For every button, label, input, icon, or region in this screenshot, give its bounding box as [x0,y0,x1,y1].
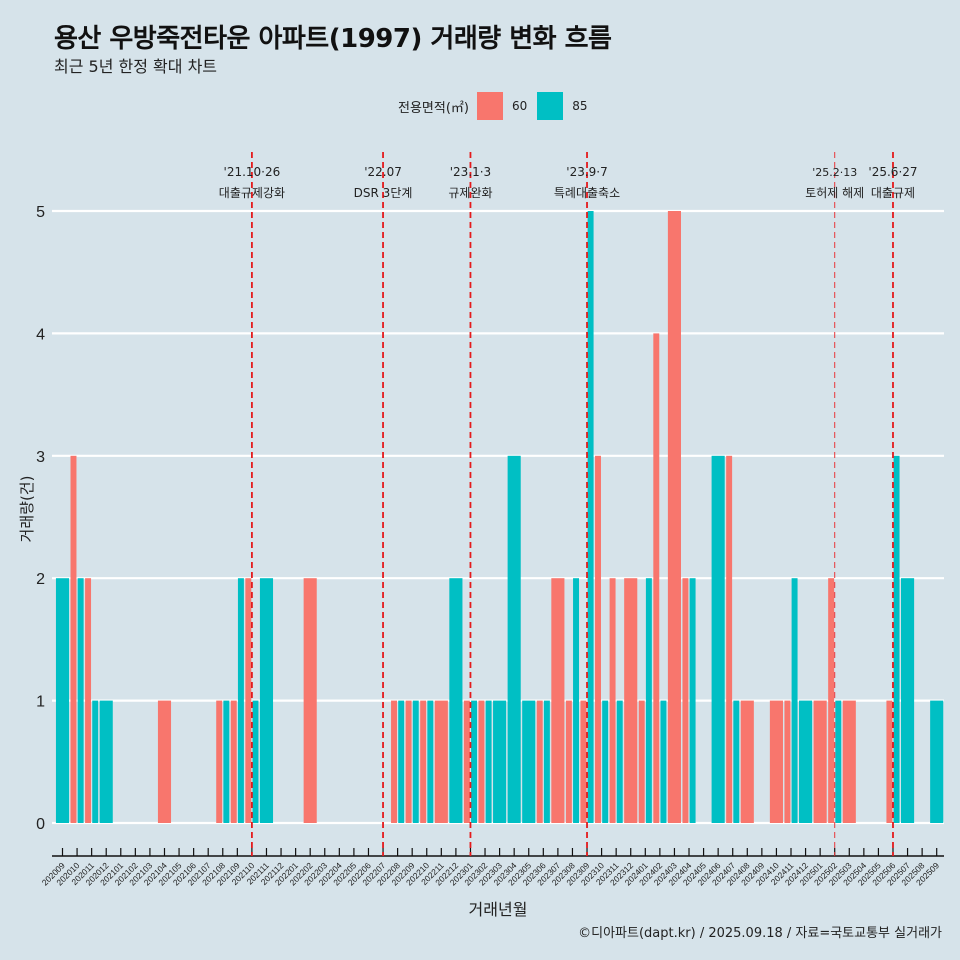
bar-85 [645,578,652,823]
bar-60 [595,455,601,823]
bar-85 [930,700,944,823]
bar-60 [682,578,689,823]
bar-60 [536,700,543,823]
event-label: DSR 3단계 [354,186,413,200]
event-label: 특례대출축소 [554,186,620,200]
event-date: '22.07 [364,165,402,179]
bar-60 [303,578,317,823]
bar-85 [237,578,244,823]
event-date: '23.9·7 [566,165,607,179]
bar-60 [391,700,398,823]
legend-title: 전용면적(㎡) [398,100,469,116]
bar-60 [157,700,172,823]
bar-85 [602,700,609,823]
legend-swatch-60 [476,92,503,120]
bar-85 [835,700,842,823]
bar-60 [653,333,660,823]
bar-85 [799,700,813,823]
bar-85 [543,700,550,823]
bar-60 [245,578,252,823]
event-date: '23.1·3 [450,165,491,179]
event-label: 토허제 해제 [805,186,864,200]
bar-60 [580,700,587,823]
bar-60 [624,578,638,823]
bar-85 [616,700,623,823]
bar-85 [223,700,230,823]
bar-85 [791,578,798,823]
bar-60 [784,700,791,823]
bar-60 [216,700,223,823]
bar-85 [77,578,84,823]
event-label: 규제완화 [448,186,492,200]
bar-85 [55,578,70,823]
bar-60 [726,455,733,823]
event-label: 대출규제강화 [219,186,285,200]
y-tick-label: 5 [36,204,45,221]
event-date: '21.10·26 [224,165,281,179]
bar-60 [85,578,92,823]
bar-85 [689,578,696,823]
bar-60 [565,700,572,823]
legend: 전용면적(㎡) 60 85 [398,92,598,120]
legend-swatch-85 [537,92,564,120]
y-tick-label: 1 [36,694,45,711]
y-axis-title: 거래량(건) [18,476,36,543]
bar-85 [252,700,259,823]
bar-60 [842,700,856,823]
bar-60 [769,700,783,823]
bar-85 [485,700,492,823]
event-label: 대출규제 [871,186,915,200]
bar-85 [522,700,536,823]
bar-60 [886,700,893,823]
y-tick-label: 3 [36,449,45,466]
event-date: '25.6·27 [868,165,917,179]
source-credit: ©디아파트(dapt.kr) / 2025.09.18 / 자료=국토교통부 실… [578,926,942,941]
bar-85 [711,455,725,823]
bar-85 [449,578,463,823]
y-tick-label: 4 [36,326,45,343]
legend-label-60: 60 [511,99,528,113]
bar-60 [405,700,412,823]
bar-85 [733,700,740,823]
bar-60 [463,700,470,823]
bar-85 [259,578,274,823]
bar-85 [427,700,434,823]
bar-85 [398,700,405,823]
bar-60 [70,455,77,823]
bar-60 [740,700,754,823]
legend-label-85: 85 [572,99,588,113]
bar-60 [478,700,485,823]
bar-60 [609,578,616,823]
bar-85 [99,700,113,823]
bar-85 [92,700,99,823]
bar-85 [573,578,580,823]
bar-85 [507,455,521,823]
bar-60 [667,211,681,823]
event-date: '25.2·13 [812,166,857,179]
bar-60 [828,578,835,823]
bar-85 [412,700,419,823]
bar-85 [901,578,915,823]
chart-subtitle: 최근 5년 한정 확대 차트 [54,57,218,76]
y-tick-label: 2 [36,571,45,588]
bar-60 [638,700,645,823]
bar-60 [230,700,237,823]
chart-title: 용산 우방죽전타운 아파트(1997) 거래량 변화 흐름 [54,24,612,54]
x-axis-title: 거래년월 [469,900,528,919]
bar-60 [434,700,448,823]
bar-60 [420,700,427,823]
bar-85 [660,700,667,823]
bar-85 [471,700,478,823]
bar-60 [551,578,565,823]
bar-85 [587,211,594,823]
bar-85 [493,700,507,823]
bar-60 [813,700,827,823]
bar-85 [893,455,900,823]
y-tick-label: 0 [36,816,45,833]
